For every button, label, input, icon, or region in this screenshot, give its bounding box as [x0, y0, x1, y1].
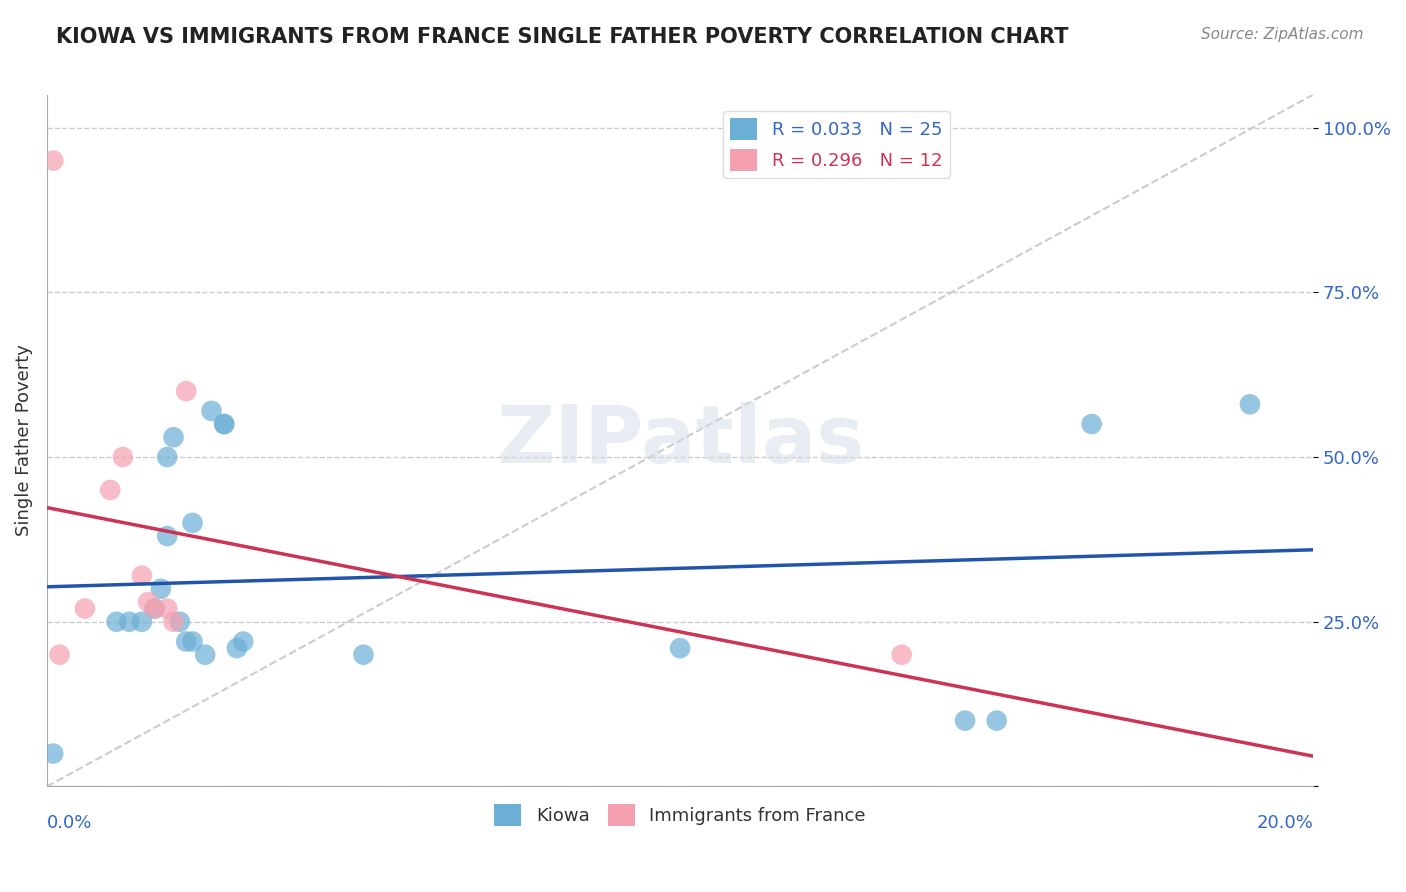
Point	[131, 568, 153, 582]
Legend: Kiowa, Immigrants from France: Kiowa, Immigrants from France	[488, 797, 873, 833]
Text: 20.0%: 20.0%	[1257, 814, 1313, 832]
Point	[162, 430, 184, 444]
Point	[890, 648, 912, 662]
Text: KIOWA VS IMMIGRANTS FROM FRANCE SINGLE FATHER POVERTY CORRELATION CHART: KIOWA VS IMMIGRANTS FROM FRANCE SINGLE F…	[56, 27, 1069, 46]
Point	[111, 450, 134, 464]
Point	[169, 615, 191, 629]
Text: Source: ZipAtlas.com: Source: ZipAtlas.com	[1201, 27, 1364, 42]
Point	[131, 615, 153, 629]
Point	[48, 648, 70, 662]
Point	[212, 417, 235, 431]
Point	[194, 648, 217, 662]
Point	[42, 153, 65, 168]
Point	[98, 483, 121, 497]
Text: 0.0%: 0.0%	[46, 814, 93, 832]
Point	[156, 601, 179, 615]
Text: ZIPatlas: ZIPatlas	[496, 401, 865, 480]
Point	[73, 601, 96, 615]
Point	[143, 601, 166, 615]
Point	[105, 615, 128, 629]
Point	[156, 450, 179, 464]
Point	[181, 516, 204, 530]
Point	[181, 634, 204, 648]
Point	[212, 417, 235, 431]
Point	[953, 714, 976, 728]
Point	[353, 648, 375, 662]
Point	[225, 641, 247, 656]
Point	[174, 634, 197, 648]
Point	[118, 615, 141, 629]
Y-axis label: Single Father Poverty: Single Father Poverty	[15, 344, 32, 536]
Point	[143, 601, 166, 615]
Point	[1239, 397, 1261, 411]
Point	[136, 595, 159, 609]
Point	[1080, 417, 1102, 431]
Point	[162, 615, 184, 629]
Point	[986, 714, 1008, 728]
Point	[669, 641, 692, 656]
Point	[149, 582, 172, 596]
Point	[232, 634, 254, 648]
Point	[42, 747, 65, 761]
Point	[200, 404, 222, 418]
Point	[174, 384, 197, 398]
Point	[156, 529, 179, 543]
